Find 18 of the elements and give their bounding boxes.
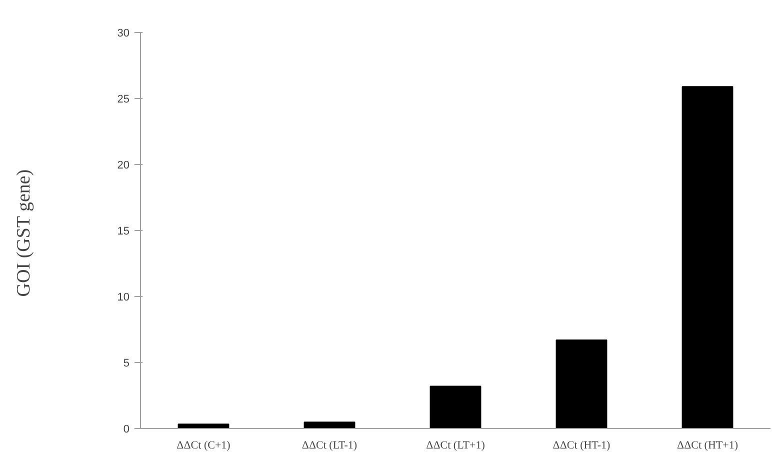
x-tick-label: ΔΔCt (LT-1)	[302, 440, 358, 452]
x-tick-label: ΔΔCt (C+1)	[176, 440, 231, 452]
y-axis-title: GOI (GST gene)	[13, 169, 34, 297]
bar	[178, 424, 230, 428]
x-tick-label: ΔΔCt (HT+1)	[677, 440, 738, 452]
x-tick-label: ΔΔCt (LT+1)	[426, 440, 486, 452]
y-tick-label: 10	[117, 292, 130, 304]
y-tick-label: 15	[117, 226, 130, 238]
y-tick-label: 5	[123, 358, 130, 370]
bar	[304, 422, 356, 428]
x-tick-label: ΔΔCt (HT-1)	[552, 440, 611, 452]
bar	[682, 86, 734, 428]
y-tick-label: 30	[117, 28, 130, 40]
y-tick-label: 25	[117, 94, 130, 106]
bar	[430, 386, 482, 428]
y-tick-label: 20	[117, 160, 130, 172]
bar	[556, 340, 608, 428]
y-tick-label: 0	[123, 424, 130, 436]
